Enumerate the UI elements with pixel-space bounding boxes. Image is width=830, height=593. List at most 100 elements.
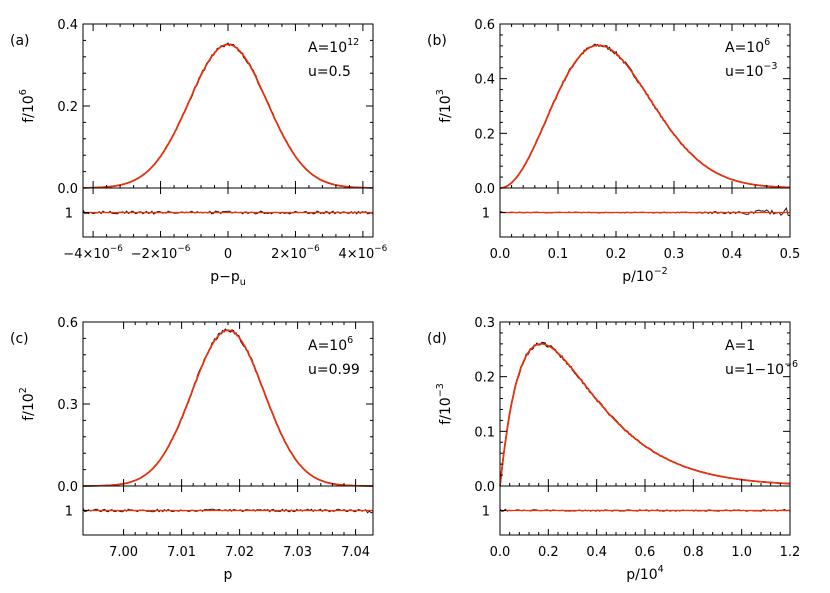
annotation-u-3-base: u=1−10 — [725, 362, 784, 378]
x-tick-label-1-4: 0.4 — [722, 247, 743, 262]
x-axis-label-1: p/10−2 — [622, 266, 667, 285]
x-tick-label-3-4: 0.8 — [683, 545, 704, 560]
x-tick-label-2-4-base: 7.04 — [341, 545, 370, 560]
x-tick-label-0-2-base: 0 — [224, 247, 232, 262]
panel-label-0: (a) — [10, 33, 30, 49]
x-tick-label-3-2: 0.4 — [586, 545, 607, 560]
x-tick-label-0-1: −2×10−6 — [131, 244, 191, 262]
x-tick-label-0-4-base: 4×10 — [339, 247, 375, 262]
x-tick-label-1-2: 0.2 — [606, 247, 627, 262]
x-tick-label-3-6: 1.2 — [780, 545, 801, 560]
x-tick-label-2-1: 7.01 — [167, 545, 196, 560]
x-axis-label-1-base: p/10 — [622, 269, 653, 285]
y-axis-label-1: f/103 — [435, 89, 454, 123]
annotation-A-0: A=1012 — [308, 37, 359, 56]
x-tick-label-2-2: 7.02 — [225, 545, 254, 560]
x-tick-label-3-3: 0.6 — [635, 545, 656, 560]
x-axis-label-3: p/104 — [626, 564, 663, 583]
x-tick-label-2-3-base: 7.03 — [283, 545, 312, 560]
y-tick-label-2-1: 0.3 — [57, 398, 78, 413]
y-tick-label-0-2: 0.4 — [57, 18, 78, 33]
y-axis-label-0: f/106 — [18, 89, 37, 123]
x-tick-label-2-4: 7.04 — [341, 545, 370, 560]
y-axis-label-3-sup: −3 — [435, 383, 446, 397]
annotation-u-2-base: u=0.99 — [308, 362, 360, 378]
x-tick-label-3-5: 1.0 — [731, 545, 752, 560]
chart-panel-2: 7.00 7.01 7.02 7.03 7.04 0.0 0.3 0.6 1 (c) f/102 p A… — [10, 316, 374, 583]
annotation-A-1: A=106 — [725, 37, 770, 56]
annotation-A-3-base: A=1 — [725, 338, 755, 354]
x-tick-label-0-3-sup: −6 — [307, 244, 320, 254]
y-tick-label-0-0: 0.0 — [57, 182, 78, 197]
x-tick-label-0-2: 0 — [224, 247, 232, 262]
x-tick-label-0-1-base: −2×10 — [131, 247, 178, 262]
y-axis-label-2-base: f/10 — [21, 393, 37, 420]
y-tick-label-1-0: 0.0 — [474, 182, 495, 197]
annotation-u-0-base: u=0.5 — [308, 64, 351, 80]
fit-curve-1 — [499, 44, 791, 189]
y-tick-label-2-0: 0.0 — [57, 480, 78, 495]
y-tick-label-2-2: 0.6 — [57, 316, 78, 331]
annotation-u-1-base: u=10 — [725, 64, 763, 80]
x-tick-label-0-3: 2×10−6 — [271, 244, 320, 262]
chart-panel-3: 0.0 0.2 0.4 0.6 0.8 1.0 1.2 0.0 0.1 0.2 0.3 1 (d) f/1… — [427, 316, 800, 583]
x-axis-label-0: p−pu — [210, 269, 246, 288]
fit-curve-0 — [82, 43, 374, 189]
x-tick-label-1-0-base: 0.0 — [490, 247, 511, 262]
y-tick-label-1-2: 0.4 — [474, 73, 495, 88]
x-axis-label-3-sup: 4 — [658, 564, 664, 575]
annotation-A-2: A=106 — [308, 335, 353, 354]
annotation-u-0: u=0.5 — [308, 64, 351, 80]
annotation-A-1-base: A=10 — [725, 40, 764, 56]
panel-label-3: (d) — [427, 331, 447, 347]
chart-panel-1: 0.0 0.1 0.2 0.3 0.4 0.5 0.0 0.2 0.4 0.6 1 (b) f/103 p… — [427, 18, 800, 285]
x-axis-label-0-sub: u — [240, 277, 246, 288]
x-tick-label-0-4: 4×10−6 — [339, 244, 388, 262]
x-tick-label-3-0: 0.0 — [490, 545, 511, 560]
x-axis-label-2-base: p — [224, 567, 233, 583]
x-tick-label-0-4-sup: −6 — [374, 244, 387, 254]
annotation-u-1-sup: −3 — [763, 61, 777, 72]
y-tick-label-1-3: 0.6 — [474, 18, 495, 33]
y-tick-label-3-1: 0.1 — [474, 425, 495, 440]
x-tick-label-0-0-sup: −6 — [110, 244, 123, 254]
x-tick-label-2-0: 7.00 — [109, 545, 138, 560]
x-tick-label-3-1: 0.2 — [538, 545, 559, 560]
y-axis-label-1-sup: 3 — [435, 89, 446, 95]
x-tick-label-1-5-base: 0.5 — [780, 247, 801, 262]
annotation-A-1-sup: 6 — [764, 37, 770, 48]
y-axis-label-1-base: f/10 — [438, 95, 454, 122]
annotation-A-2-base: A=10 — [308, 338, 347, 354]
annotation-u-2: u=0.99 — [308, 362, 360, 378]
x-tick-label-1-2-base: 0.2 — [606, 247, 627, 262]
x-tick-label-1-0: 0.0 — [490, 247, 511, 262]
x-tick-label-0-1-sup: −6 — [177, 244, 190, 254]
x-tick-label-1-4-base: 0.4 — [722, 247, 743, 262]
x-tick-label-2-1-base: 7.01 — [167, 545, 196, 560]
ratio-tick-label-2: 1 — [65, 505, 73, 520]
annotation-u-1: u=10−3 — [725, 61, 777, 80]
y-axis-label-2: f/102 — [18, 387, 37, 421]
x-tick-label-3-2-base: 0.4 — [586, 545, 607, 560]
x-tick-label-1-1: 0.1 — [548, 247, 569, 262]
x-tick-label-2-3: 7.03 — [283, 545, 312, 560]
x-tick-label-1-3-base: 0.3 — [664, 247, 685, 262]
y-tick-label-3-3: 0.3 — [474, 316, 495, 331]
ratio-tick-label-3: 1 — [482, 505, 490, 520]
y-axis-label-2-sup: 2 — [18, 387, 29, 393]
x-tick-label-3-0-base: 0.0 — [490, 545, 511, 560]
annotation-A-0-sup: 12 — [347, 37, 359, 48]
annotation-A-0-base: A=10 — [308, 40, 347, 56]
panel-label-2: (c) — [10, 331, 29, 347]
y-axis-label-0-base: f/10 — [21, 95, 37, 122]
y-tick-label-3-0: 0.0 — [474, 480, 495, 495]
x-tick-label-3-6-base: 1.2 — [780, 545, 801, 560]
x-tick-label-0-0: −4×10−6 — [63, 244, 123, 262]
annotation-u-3-sup: −6 — [784, 359, 798, 370]
x-axis-label-1-sup: −2 — [654, 266, 668, 277]
x-tick-label-3-1-base: 0.2 — [538, 545, 559, 560]
chart-panel-0: −4×10−6 −2×10−6 0 2×10−6 4×10−60.00.20.41(a)… — [10, 18, 388, 288]
panel-label-1: (b) — [427, 33, 447, 49]
x-axis-label-3-base: p/10 — [626, 567, 657, 583]
x-axis-label-0-base: p−p — [210, 269, 240, 285]
